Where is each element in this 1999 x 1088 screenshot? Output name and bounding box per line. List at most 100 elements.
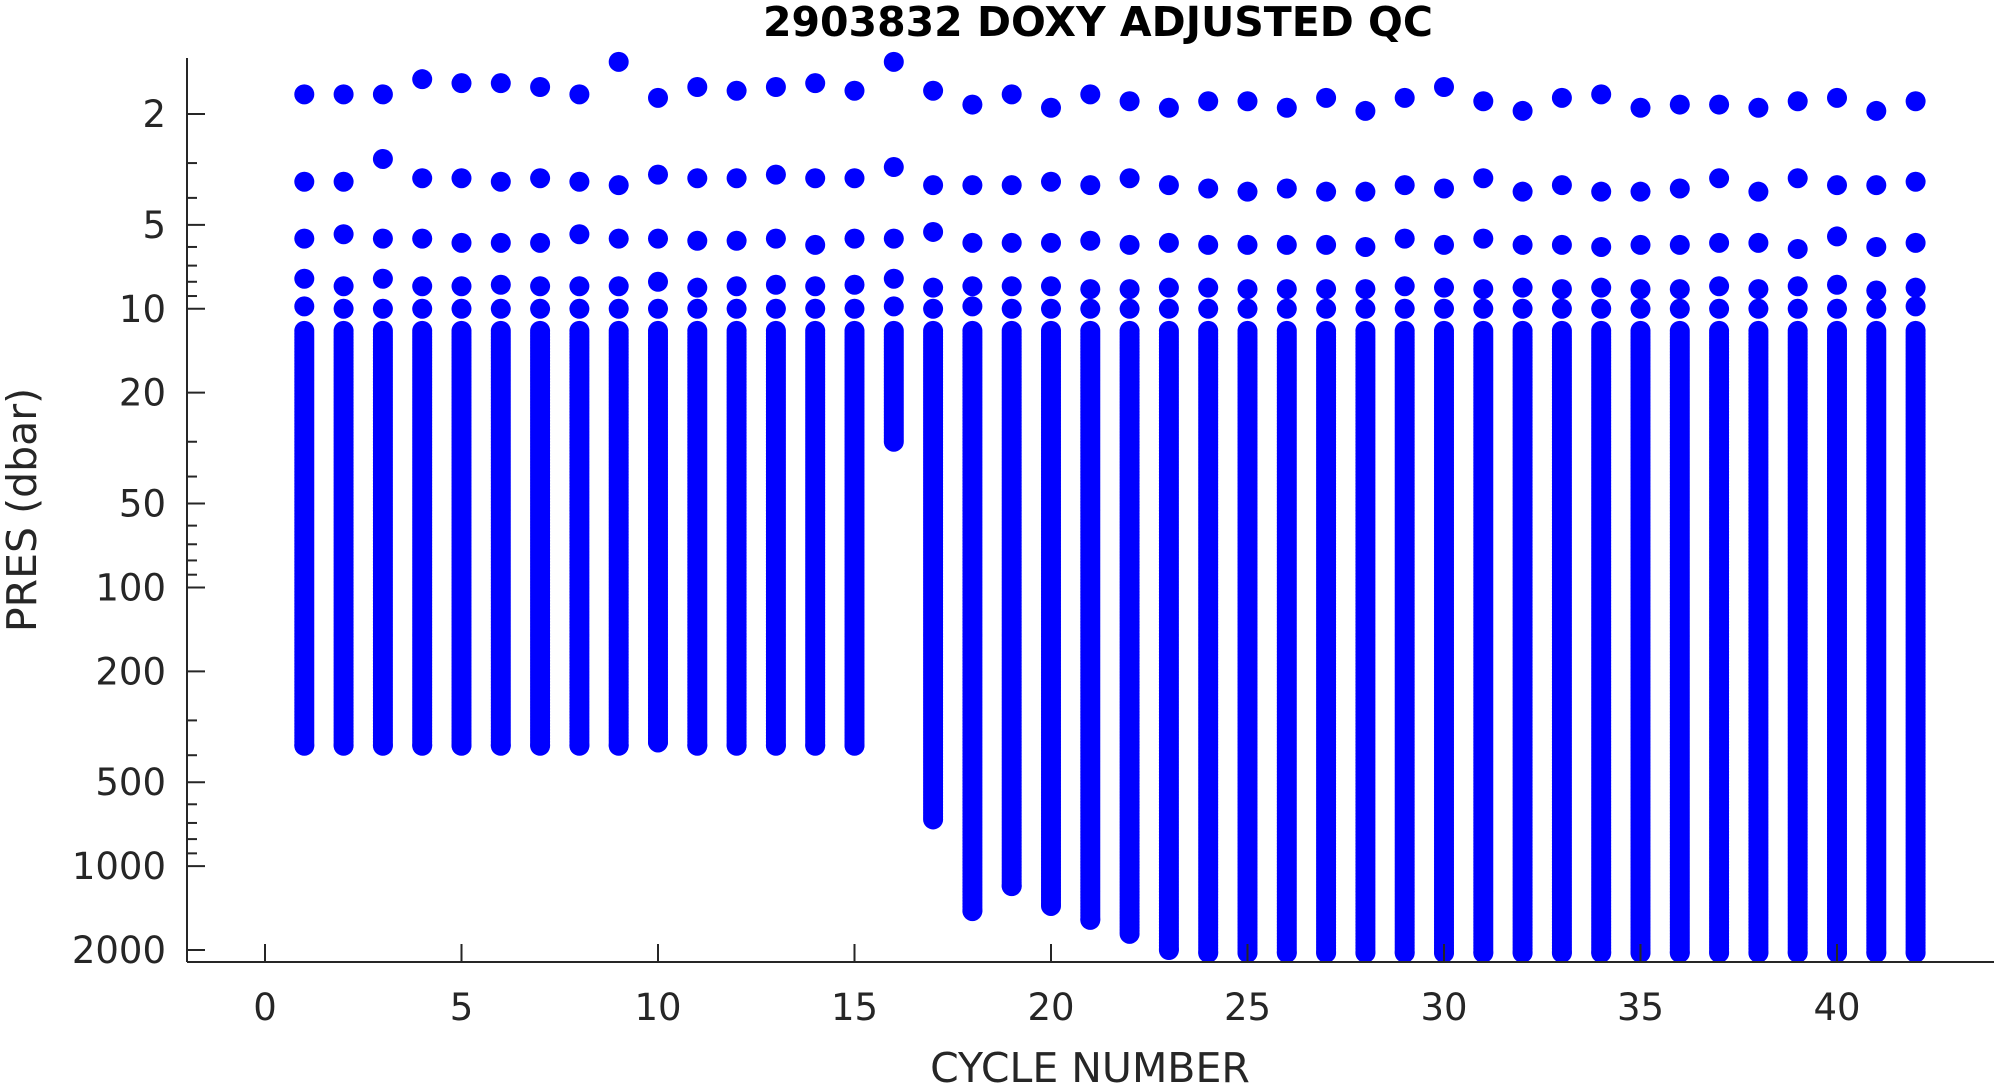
data-point	[883, 431, 904, 452]
profile-column	[923, 80, 944, 830]
data-point	[1198, 942, 1219, 963]
data-point	[1237, 234, 1258, 255]
profile-column	[1158, 97, 1179, 960]
data-point	[451, 232, 472, 253]
data-point	[765, 274, 786, 295]
data-point	[1041, 276, 1061, 297]
profile-column	[333, 84, 354, 756]
data-point	[1001, 84, 1022, 105]
data-point	[1394, 228, 1415, 249]
profile-column	[412, 69, 433, 756]
profile-column	[844, 80, 865, 756]
data-point	[962, 232, 983, 253]
data-point	[1080, 230, 1101, 251]
data-point	[648, 164, 668, 185]
data-point	[962, 94, 983, 115]
data-point	[333, 735, 354, 756]
data-point	[1041, 232, 1061, 253]
data-point	[1198, 91, 1219, 112]
data-point	[648, 298, 668, 319]
data-point	[530, 276, 551, 297]
data-point	[608, 175, 629, 196]
data-point	[1041, 298, 1061, 319]
data-point	[1158, 97, 1179, 118]
profile-column	[490, 73, 511, 756]
data-point	[1355, 181, 1376, 202]
data-point	[883, 51, 904, 72]
data-point	[648, 228, 668, 249]
data-point	[1237, 181, 1258, 202]
profile-column	[569, 84, 590, 756]
data-point	[1434, 178, 1454, 199]
data-point	[726, 276, 747, 297]
data-point	[490, 232, 511, 253]
data-point	[1198, 298, 1219, 319]
data-point	[1355, 298, 1376, 319]
data-point	[1355, 942, 1376, 963]
profile-column	[1434, 76, 1454, 963]
data-point	[451, 168, 472, 189]
data-point	[1276, 942, 1297, 963]
data-point	[844, 80, 865, 101]
data-point	[333, 276, 354, 297]
data-point	[1434, 234, 1454, 255]
data-point	[294, 735, 315, 756]
profile-column	[765, 76, 786, 756]
data-point	[1355, 100, 1376, 121]
data-point	[1394, 175, 1415, 196]
profile-column	[1119, 91, 1140, 944]
data-point	[412, 298, 433, 319]
profile-column	[1276, 97, 1297, 963]
data-point	[294, 296, 315, 317]
data-point	[726, 230, 747, 251]
data-point	[1001, 175, 1022, 196]
data-point	[294, 171, 315, 192]
data-point	[1316, 942, 1337, 963]
profile-column	[726, 80, 747, 756]
data-point	[412, 735, 433, 756]
data-point	[805, 234, 826, 255]
data-point	[923, 809, 944, 830]
data-point	[805, 276, 826, 297]
data-point	[883, 228, 904, 249]
data-point	[726, 298, 747, 319]
data-point	[1158, 277, 1179, 298]
data-point	[1276, 279, 1297, 300]
profile-column	[1355, 100, 1376, 963]
data-point	[294, 84, 315, 105]
data-point	[648, 87, 668, 108]
data-point	[765, 228, 786, 249]
data-point	[1316, 279, 1337, 300]
data-point	[490, 274, 511, 295]
data-point	[412, 168, 433, 189]
data-point	[1198, 234, 1219, 255]
data-point	[1001, 298, 1022, 319]
data-point	[1119, 923, 1140, 944]
data-point	[372, 268, 393, 289]
data-point	[1158, 175, 1179, 196]
data-point	[844, 735, 865, 756]
data-point	[923, 175, 944, 196]
data-point	[687, 298, 708, 319]
data-point	[372, 148, 393, 169]
data-point	[530, 168, 551, 189]
profile-column	[451, 73, 472, 756]
data-point	[1158, 940, 1179, 960]
data-point	[294, 228, 315, 249]
data-point	[1041, 171, 1061, 192]
data-point	[687, 76, 708, 97]
data-point	[1434, 298, 1454, 319]
data-point	[372, 298, 393, 319]
data-point	[1434, 76, 1454, 97]
data-point	[648, 271, 668, 292]
data-point	[883, 268, 904, 289]
profile-column	[1237, 91, 1258, 963]
data-point	[1119, 298, 1140, 319]
data-point	[333, 171, 354, 192]
data-point	[412, 228, 433, 249]
data-point	[844, 228, 865, 249]
data-point	[608, 276, 629, 297]
data-point	[569, 171, 590, 192]
data-point	[530, 735, 551, 756]
data-point	[372, 735, 393, 756]
